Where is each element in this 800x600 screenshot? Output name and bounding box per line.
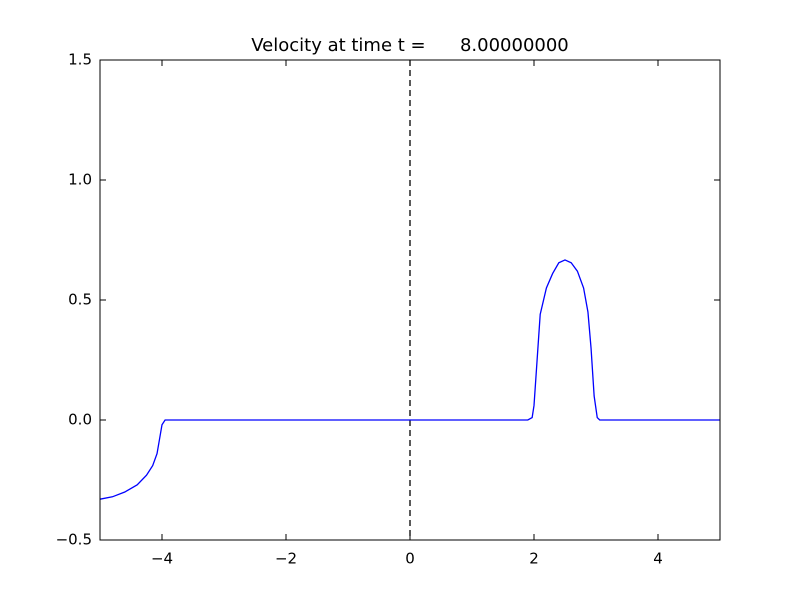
y-tick-label: 0.0 — [68, 411, 92, 429]
line-series — [99, 259, 720, 500]
y-tick-label: −0.5 — [56, 531, 92, 549]
x-tick-label: −2 — [275, 550, 297, 568]
x-tick-label: 0 — [405, 550, 415, 568]
chart-title: Velocity at time t = 8.00000000 — [251, 35, 569, 56]
x-tick-label: 4 — [653, 550, 663, 568]
plot-frame — [99, 59, 721, 541]
y-tick-label: 0.5 — [68, 291, 92, 309]
x-tick-label: −4 — [151, 550, 173, 568]
y-tick-label: 1.0 — [68, 171, 92, 189]
x-tick-label: 2 — [529, 550, 539, 568]
y-tick-label: 1.5 — [68, 51, 92, 69]
